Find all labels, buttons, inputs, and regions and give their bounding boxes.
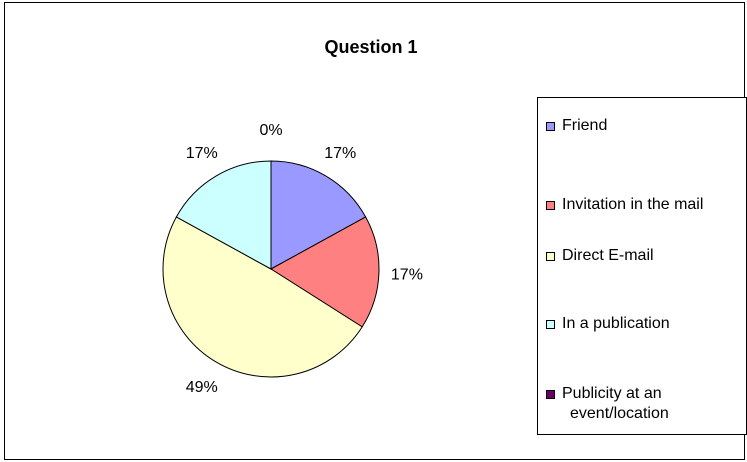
pie-slice	[175, 160, 272, 270]
pie-slice	[270, 216, 380, 328]
legend-label-multiline: Publicity at an event/location	[562, 384, 669, 424]
legend-swatch	[546, 122, 555, 131]
data-label: 0%	[259, 122, 282, 139]
legend-label: Invitation in the mail	[562, 196, 704, 213]
legend-swatch	[546, 252, 555, 261]
legend-swatch	[546, 201, 555, 210]
pie-slice	[162, 216, 363, 378]
legend: Friend Invitation in the mail Direct E-m…	[537, 97, 747, 435]
chart-area: Question 1 17% 17% 49% 17% 0% Friend Invitat…	[4, 2, 747, 460]
pie-chart: 17% 17% 49% 17% 0%	[162, 122, 423, 396]
legend-label-line: event/location	[570, 405, 669, 422]
legend-label: Direct E-mail	[562, 247, 654, 264]
legend-swatch	[546, 390, 555, 399]
legend-swatch	[546, 320, 555, 329]
legend-label: In a publication	[562, 315, 670, 332]
data-label: 17%	[186, 145, 218, 162]
legend-label: Friend	[562, 117, 608, 134]
chart-title: Question 1	[324, 37, 418, 57]
pie-slice	[270, 160, 367, 270]
legend-label-line: Publicity at an	[562, 385, 662, 402]
data-label: 17%	[391, 266, 423, 283]
data-label: 17%	[324, 145, 356, 162]
data-label: 49%	[186, 379, 218, 396]
